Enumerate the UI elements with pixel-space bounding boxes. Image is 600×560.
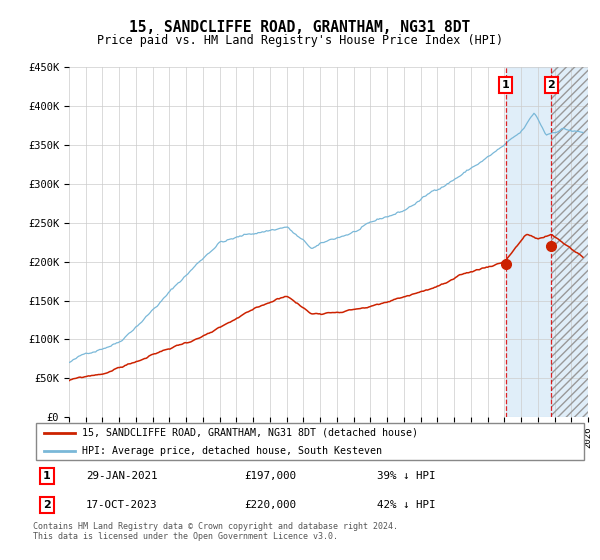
Text: 1: 1 — [43, 471, 51, 480]
Text: Contains HM Land Registry data © Crown copyright and database right 2024.: Contains HM Land Registry data © Crown c… — [33, 522, 398, 531]
Text: HPI: Average price, detached house, South Kesteven: HPI: Average price, detached house, Sout… — [82, 446, 382, 456]
Text: 2: 2 — [547, 80, 555, 90]
Bar — [506, 67, 596, 417]
Text: This data is licensed under the Open Government Licence v3.0.: This data is licensed under the Open Gov… — [33, 532, 338, 541]
Text: 2: 2 — [43, 501, 51, 510]
Text: 15, SANDCLIFFE ROAD, GRANTHAM, NG31 8DT: 15, SANDCLIFFE ROAD, GRANTHAM, NG31 8DT — [130, 20, 470, 35]
Text: Price paid vs. HM Land Registry's House Price Index (HPI): Price paid vs. HM Land Registry's House … — [97, 34, 503, 46]
Bar — [551, 59, 596, 417]
Text: 15, SANDCLIFFE ROAD, GRANTHAM, NG31 8DT (detached house): 15, SANDCLIFFE ROAD, GRANTHAM, NG31 8DT … — [82, 428, 418, 437]
FancyBboxPatch shape — [36, 423, 584, 460]
Text: 42% ↓ HPI: 42% ↓ HPI — [377, 501, 436, 510]
Text: 17-OCT-2023: 17-OCT-2023 — [86, 501, 157, 510]
Text: 29-JAN-2021: 29-JAN-2021 — [86, 471, 157, 480]
Text: £220,000: £220,000 — [244, 501, 296, 510]
Text: 39% ↓ HPI: 39% ↓ HPI — [377, 471, 436, 480]
Text: 1: 1 — [502, 80, 509, 90]
Text: £197,000: £197,000 — [244, 471, 296, 480]
